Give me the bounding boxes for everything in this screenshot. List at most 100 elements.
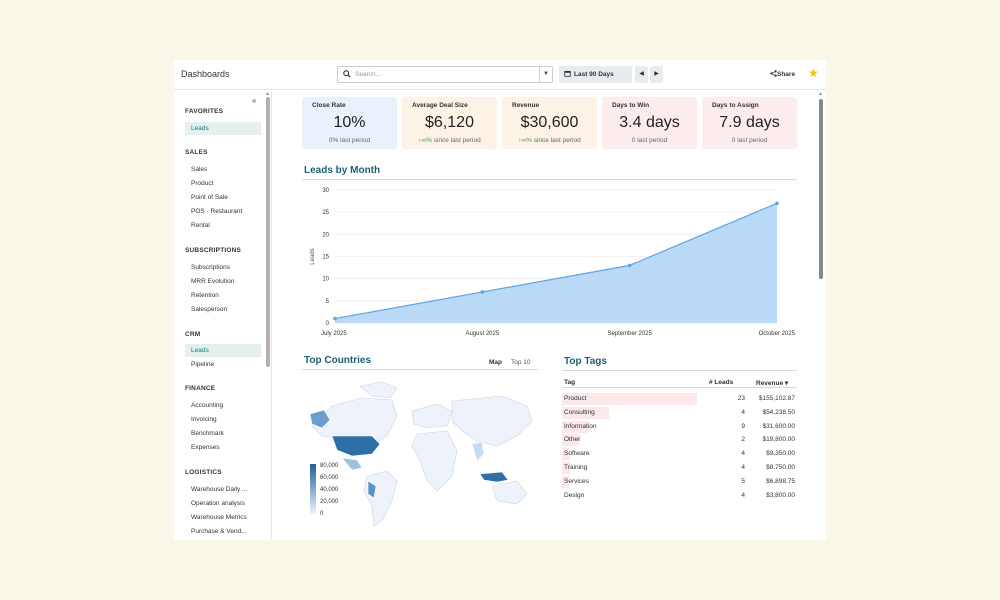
map-region-indonesia <box>479 471 509 483</box>
revenue-cell: $9,350.00 <box>766 450 795 458</box>
kpi-name: Days to Assign <box>712 102 759 109</box>
x-tick-label: September 2025 <box>607 331 652 337</box>
kpi-comparison-text: 0 last period <box>731 137 768 144</box>
sidebar-item-favorites-leads[interactable]: Leads <box>185 122 261 135</box>
map-legend-label: 40,000 <box>320 487 339 493</box>
leads-by-month-chart[interactable]: 0 5 10 15 20 25 30 July 2025 August 2025 Septembe… <box>302 186 802 346</box>
kpi-comparison-text: since last period <box>531 137 581 144</box>
sidebar-item-purchase-vendor[interactable]: Purchase & Vend... <box>191 528 247 535</box>
sidebar-item-rental[interactable]: Rental <box>191 222 210 229</box>
sidebar-item-pipeline[interactable]: Pipeline <box>191 361 215 368</box>
divider <box>562 370 797 371</box>
sidebar-item-warehouse-daily[interactable]: Warehouse Daily ... <box>191 486 248 493</box>
dashboard-main: ▲ Close Rate 10% 0% last period Average … <box>273 91 826 540</box>
revenue-share-bar <box>562 406 610 419</box>
revenue-cell: $6,898.75 <box>766 477 795 485</box>
kpi-value: $30,600 <box>520 114 579 131</box>
revenue-share-bar <box>562 462 571 474</box>
sidebar-scrollbar[interactable] <box>266 97 270 367</box>
table-row[interactable]: Information 9 $31,600.00 <box>562 420 797 433</box>
table-row[interactable]: Other 2 $19,800.00 <box>562 433 797 447</box>
sidebar: « ▲ FAVORITES Leads SALES Sales Product … <box>174 91 272 540</box>
top-tags-title: Top Tags <box>564 356 607 367</box>
kpi-comparison: 0 last period <box>702 137 797 144</box>
scroll-up-icon[interactable]: ▲ <box>818 91 823 97</box>
previous-period-button[interactable]: ◀ <box>635 66 648 83</box>
sidebar-item-pos-restaurant[interactable]: POS - Restaurant <box>191 208 243 215</box>
kpi-days-to-win[interactable]: Days to Win 3.4 days 0 last period <box>602 97 697 149</box>
sidebar-item-invoicing[interactable]: Invoicing <box>191 416 217 423</box>
sidebar-item-benchmark[interactable]: Benchmark <box>191 430 224 437</box>
revenue-cell: $155,102.87 <box>758 395 795 402</box>
column-header-tag[interactable]: Tag <box>564 379 576 386</box>
next-period-button[interactable]: ▶ <box>650 66 663 83</box>
table-row[interactable]: Consulting 4 $54,238.50 <box>562 406 797 419</box>
sidebar-section-subscriptions: SUBSCRIPTIONS <box>185 247 242 254</box>
world-map[interactable]: 80,000 60,000 40,000 20,000 0 <box>302 376 538 536</box>
chevron-left-icon: ◀ <box>639 71 644 77</box>
x-tick-label: July 2025 <box>321 331 347 337</box>
table-row[interactable]: Training 4 $8,750.00 <box>562 461 797 474</box>
share-button[interactable]: Share <box>770 70 795 78</box>
sidebar-item-mrr-evolution[interactable]: MRR Evolution <box>191 278 235 285</box>
kpi-name: Revenue <box>512 102 540 109</box>
leads-cell: 4 <box>741 408 745 416</box>
kpi-close-rate[interactable]: Close Rate 10% 0% last period <box>302 97 397 149</box>
sidebar-item-sales[interactable]: Sales <box>191 166 208 173</box>
sidebar-item-subscriptions[interactable]: Subscriptions <box>191 264 231 271</box>
map-region-peru <box>367 480 377 499</box>
main-scrollbar[interactable] <box>819 99 823 279</box>
sidebar-item-warehouse-metrics[interactable]: Warehouse Metrics <box>191 514 247 521</box>
collapse-sidebar-icon[interactable]: « <box>252 96 257 105</box>
column-header-revenue[interactable]: Revenue ▾ <box>756 380 789 387</box>
table-row[interactable]: Design 4 $3,800.00 <box>562 489 797 502</box>
kpi-average-deal-size[interactable]: Average Deal Size $6,120 ↑∞% since last … <box>402 97 497 149</box>
leads-point <box>775 201 779 206</box>
page-title: Dashboards <box>181 69 230 79</box>
leads-cell: 2 <box>741 436 745 444</box>
revenue-cell: $31,600.00 <box>762 422 795 430</box>
tag-cell: Product <box>564 395 587 402</box>
tab-map[interactable]: Map <box>489 359 502 366</box>
kpi-comparison-text: 0 last period <box>631 137 668 144</box>
search-input[interactable]: Search... ▼ <box>337 66 553 83</box>
revenue-cell: $3,800.00 <box>766 491 795 499</box>
sidebar-item-accounting[interactable]: Accounting <box>191 402 224 409</box>
table-row[interactable]: Software 4 $9,350.00 <box>562 447 797 461</box>
revenue-cell: $54,238.50 <box>762 408 795 416</box>
star-icon[interactable]: ★ <box>808 66 819 80</box>
tab-top-10[interactable]: Top 10 <box>511 359 531 366</box>
leads-cell: 23 <box>737 395 745 402</box>
search-dropdown-toggle[interactable]: ▼ <box>539 67 552 82</box>
sidebar-item-point-of-sale[interactable]: Point of Sale <box>191 194 228 201</box>
kpi-days-to-assign[interactable]: Days to Assign 7.9 days 0 last period <box>702 97 797 149</box>
y-tick-label: 5 <box>326 299 330 305</box>
sidebar-item-expenses[interactable]: Expenses <box>191 444 220 451</box>
search-placeholder: Search... <box>355 71 382 78</box>
date-filter-button[interactable]: Last 90 Days <box>559 66 632 83</box>
trend-up-icon: ↑∞% <box>518 137 532 144</box>
x-tick-label: October 2025 <box>759 331 796 337</box>
kpi-comparison: 0 last period <box>602 137 697 144</box>
leads-cell: 4 <box>741 450 745 458</box>
kpi-revenue[interactable]: Revenue $30,600 ↑∞% since last period <box>502 97 597 149</box>
column-header-leads[interactable]: # Leads <box>709 379 734 386</box>
sidebar-section-sales: SALES <box>185 149 208 156</box>
sidebar-item-operation-analysis[interactable]: Operation analysis <box>191 500 245 507</box>
y-tick-label: 10 <box>322 277 329 283</box>
table-row[interactable]: Services 5 $6,898.75 <box>562 475 797 488</box>
tag-cell: Other <box>564 436 581 444</box>
sidebar-item-product[interactable]: Product <box>191 180 214 187</box>
y-tick-label: 20 <box>322 232 329 238</box>
leads-cell: 9 <box>741 422 745 430</box>
sidebar-item-crm-leads[interactable]: Leads <box>185 344 261 357</box>
sidebar-item-salesperson[interactable]: Salesperson <box>191 306 228 313</box>
scroll-up-icon[interactable]: ▲ <box>265 91 270 97</box>
tag-cell: Design <box>564 491 585 499</box>
kpi-name: Days to Win <box>612 102 650 109</box>
table-row[interactable]: Product 23 $155,102.87 <box>562 392 797 405</box>
sidebar-item-retention[interactable]: Retention <box>191 292 219 299</box>
revenue-share-bar <box>562 448 571 461</box>
map-legend-label: 20,000 <box>320 499 339 505</box>
divider <box>302 179 797 180</box>
